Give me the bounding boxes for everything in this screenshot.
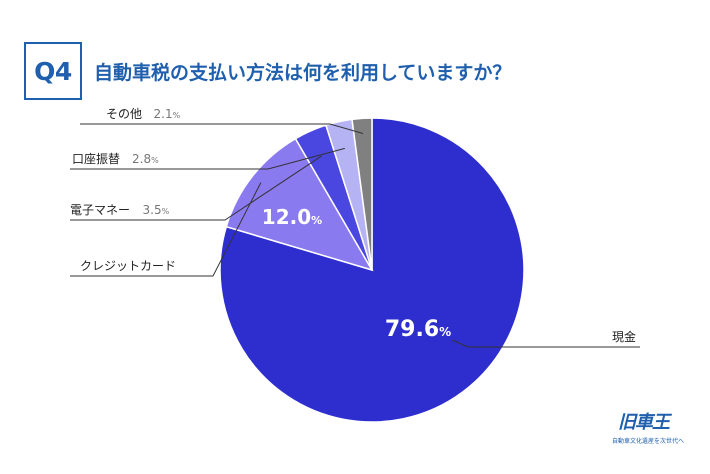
- pie-slice-other: [351, 117, 373, 271]
- brand-logo-mark: 旧車王: [618, 412, 670, 433]
- data-label-bank-transfer: 2.8%: [132, 152, 159, 166]
- brand-logo: 旧車王 自動車文化遺産を次世代へ: [612, 408, 698, 448]
- pie-slice-credit-card: [225, 137, 374, 272]
- leader-line-e-money: [70, 155, 322, 221]
- legend-label-cash: 現金: [612, 329, 636, 344]
- legend-label-other: その他: [106, 107, 142, 121]
- brand-tagline: 自動車文化遺産を次世代へ: [612, 438, 685, 445]
- data-label-other: 2.1%: [154, 107, 181, 121]
- data-label-credit-card: 12.0%: [262, 205, 322, 229]
- legend-label-e-money: 電子マネー: [70, 203, 130, 217]
- leader-line-cash: [451, 339, 640, 348]
- leader-line-other: [80, 123, 364, 134]
- leader-line-credit-card: [70, 182, 262, 277]
- legend-label-credit-card: クレジットカード: [80, 259, 176, 273]
- data-label-e-money: 3.5%: [143, 203, 170, 217]
- data-label-cash: 79.6%: [385, 317, 451, 342]
- question-badge: Q4: [24, 42, 82, 100]
- legend-label-bank-transfer: 口座振替: [72, 151, 120, 166]
- leader-line-bank-transfer: [70, 147, 345, 170]
- chart-title: 自動車税の支払い方法は何を利用していますか？: [94, 62, 512, 84]
